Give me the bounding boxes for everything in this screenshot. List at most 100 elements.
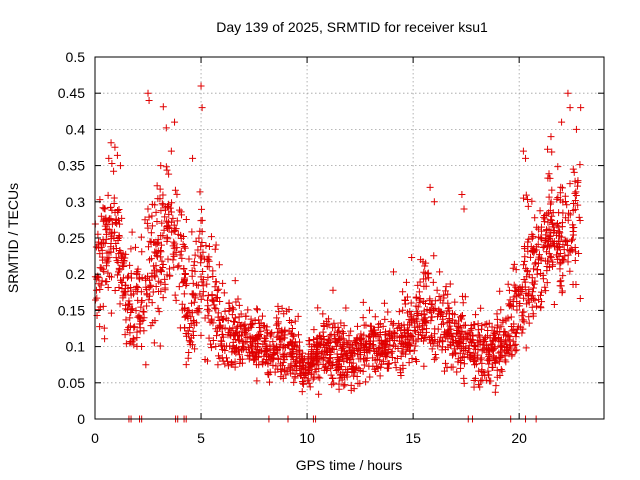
data-point (365, 306, 373, 314)
data-point (203, 280, 211, 288)
peak-point (157, 162, 165, 170)
data-point (214, 361, 222, 369)
data-point (158, 219, 166, 227)
data-point (156, 266, 164, 274)
data-point (306, 360, 314, 368)
data-point (384, 345, 392, 353)
data-point (472, 360, 480, 368)
data-point (510, 342, 518, 350)
data-point (317, 334, 325, 342)
data-point (98, 253, 106, 261)
data-point (477, 377, 485, 385)
data-point (126, 261, 134, 269)
data-point (399, 306, 407, 314)
data-point (479, 345, 487, 353)
data-point (392, 364, 400, 372)
data-point (402, 345, 410, 353)
data-point (274, 302, 282, 310)
data-point (149, 319, 157, 327)
data-point (471, 342, 479, 350)
data-point (393, 354, 401, 362)
data-point (549, 209, 557, 217)
data-point (318, 348, 326, 356)
data-point (545, 225, 553, 233)
data-point (332, 367, 340, 375)
data-point (181, 244, 189, 252)
data-point (180, 277, 188, 285)
data-point (205, 253, 213, 261)
data-point (191, 267, 199, 275)
data-point (228, 311, 236, 319)
data-point (255, 361, 263, 369)
data-point (295, 331, 303, 339)
data-point (454, 323, 462, 331)
data-point (457, 333, 465, 341)
data-point (572, 191, 580, 199)
data-point (495, 358, 503, 366)
data-point (326, 344, 334, 352)
data-point (445, 326, 453, 334)
data-point (456, 339, 464, 347)
data-point (350, 385, 358, 393)
data-point (278, 326, 286, 334)
data-point (516, 291, 524, 299)
data-point (258, 312, 266, 320)
data-point (206, 318, 214, 326)
data-point (193, 306, 201, 314)
data-point (476, 356, 484, 364)
data-point (531, 214, 539, 222)
data-point (539, 244, 547, 252)
data-point (363, 347, 371, 355)
data-point (340, 371, 348, 379)
data-point (207, 233, 215, 241)
data-point (525, 286, 533, 294)
data-point (155, 288, 163, 296)
data-point (214, 309, 222, 317)
data-point (121, 331, 129, 339)
data-point (212, 343, 220, 351)
data-point (165, 200, 173, 208)
data-point (221, 346, 229, 354)
data-point (107, 139, 115, 147)
data-point (148, 299, 156, 307)
data-point (528, 230, 536, 238)
data-point (147, 255, 155, 263)
data-point (373, 355, 381, 363)
data-point (483, 341, 491, 349)
data-point (529, 288, 537, 296)
data-point (536, 251, 544, 259)
data-point (95, 280, 103, 288)
data-point (259, 358, 267, 366)
data-point (230, 344, 238, 352)
data-point (271, 368, 279, 376)
peak-point (577, 104, 585, 112)
data-point (478, 347, 486, 355)
data-point (407, 331, 415, 339)
data-point (373, 350, 381, 358)
data-point (375, 320, 383, 328)
data-point (561, 236, 569, 244)
data-point (561, 192, 569, 200)
data-point (575, 250, 583, 258)
data-point (512, 287, 520, 295)
data-point (104, 191, 112, 199)
data-point (524, 247, 532, 255)
data-point (188, 272, 196, 280)
data-point (163, 222, 171, 230)
data-point (556, 229, 564, 237)
data-point (509, 326, 517, 334)
data-point (319, 355, 327, 363)
data-point (449, 339, 457, 347)
data-point (384, 359, 392, 367)
data-point (525, 313, 533, 321)
data-point (244, 306, 252, 314)
data-point (399, 331, 407, 339)
data-point (126, 314, 134, 322)
data-point (95, 244, 103, 252)
data-point (242, 312, 250, 320)
data-point (115, 250, 123, 258)
data-point (478, 366, 486, 374)
y-tick-label: 0 (77, 411, 85, 427)
data-point (488, 363, 496, 371)
data-point (116, 266, 124, 274)
